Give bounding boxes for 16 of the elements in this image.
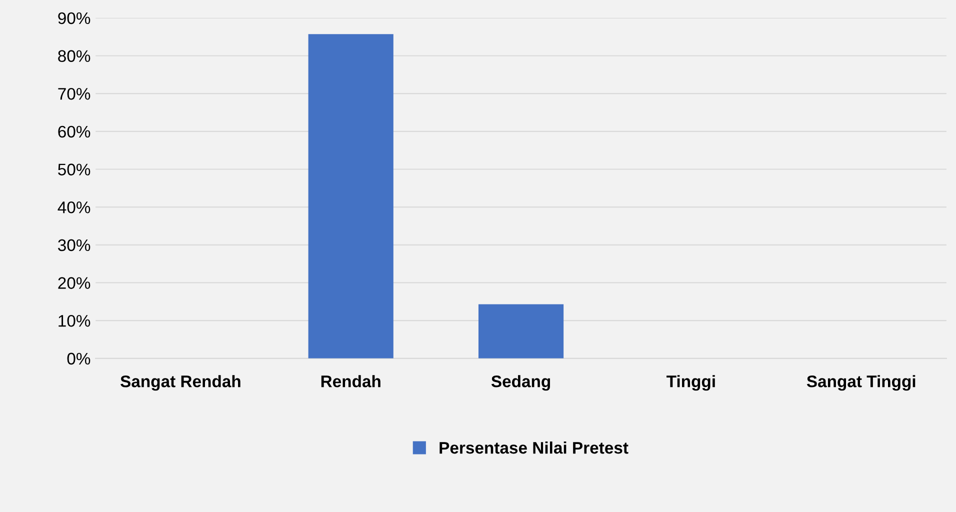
- x-tick-label: Rendah: [321, 375, 380, 388]
- y-tick-label: 60%: [58, 126, 90, 138]
- x-tick-label: Tinggi: [666, 375, 715, 391]
- y-tick-label: 10%: [58, 314, 90, 327]
- y-tick-label: 70%: [58, 88, 90, 100]
- y-tick-label: 20%: [58, 277, 90, 289]
- x-tick-label: Sedang: [491, 375, 550, 391]
- x-tick-label: Sangat Rendah: [120, 375, 240, 391]
- y-tick-label: 30%: [58, 239, 90, 252]
- x-tick-label: Sangat Tinggi: [806, 375, 916, 391]
- y-tick-label: 40%: [58, 201, 90, 214]
- y-tick-label: 80%: [58, 50, 90, 62]
- y-tick-label: 50%: [58, 164, 90, 176]
- legend-label: Persentase Nilai Pretest: [440, 441, 628, 454]
- y-tick-label: 90%: [58, 12, 90, 24]
- y-tick-label: 0%: [67, 352, 90, 365]
